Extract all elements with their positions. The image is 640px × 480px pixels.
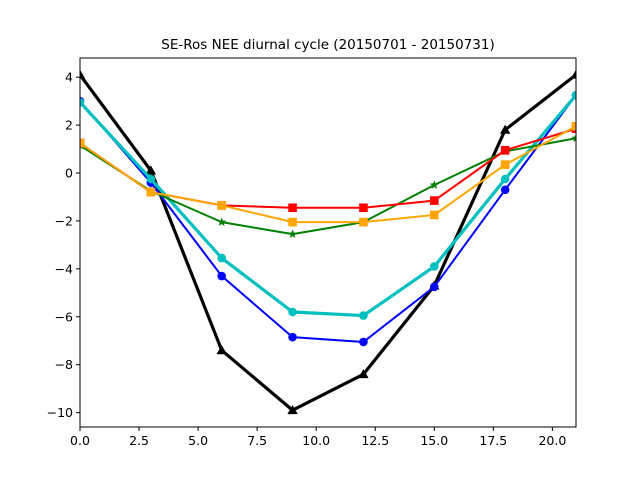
series-1-point: [499, 124, 511, 134]
x-tick-label: 7.5: [247, 433, 267, 448]
series-2-line: [80, 94, 576, 343]
x-tick-label: 0.0: [70, 433, 90, 448]
series-6-point: [217, 201, 227, 210]
y-tick-label: −4: [55, 261, 73, 276]
y-tick-label: −10: [47, 405, 73, 420]
series-3-point: [571, 90, 576, 100]
series-4-line: [80, 137, 576, 236]
series-3-point: [80, 98, 85, 107]
series-3-point: [146, 174, 156, 184]
x-tick-label: 15.0: [420, 433, 448, 448]
series-4-point: [571, 133, 576, 143]
series-6-point: [571, 121, 576, 131]
series-2-point: [500, 185, 510, 195]
y-tick-label: −8: [55, 357, 73, 372]
series-6-point: [500, 160, 510, 169]
series-4-point: [429, 180, 439, 189]
series-6-point: [146, 187, 156, 197]
series-1-line: [80, 73, 576, 412]
series-3: [80, 90, 576, 320]
series-1-point: [216, 345, 227, 355]
x-tick-label: 12.5: [361, 433, 389, 448]
series-6-point: [429, 210, 439, 220]
series-5-point: [359, 203, 368, 213]
series-5-point: [288, 203, 297, 213]
x-tick-label: 17.5: [479, 433, 507, 448]
plot-frame: [79, 57, 577, 428]
y-tick-label: −6: [55, 309, 73, 324]
x-tick-label: 5.0: [188, 433, 208, 448]
series-6: [80, 121, 576, 227]
series-3-point: [217, 253, 227, 263]
series-2-point: [429, 282, 439, 292]
series-1-point: [145, 165, 157, 175]
x-tick-label: 2.5: [129, 433, 149, 448]
series-5-point: [429, 196, 439, 205]
series-6-line: [80, 125, 576, 224]
chart-title: SE-Ros NEE diurnal cycle (20150701 - 201…: [161, 37, 494, 53]
series-6-point: [80, 138, 85, 148]
y-tick-label: 2: [65, 118, 73, 133]
series-1-point: [80, 69, 86, 79]
series-4-point: [288, 229, 298, 238]
series-2-point: [288, 332, 297, 342]
series-5-point: [500, 145, 510, 155]
axes-layer: 0.0 2.5 5.0 7.5 10.0 12.5 15.0 17.5 20.0 4 2 0 −2 −4 −…: [47, 57, 577, 448]
series-4-point: [217, 217, 227, 227]
series-6-point: [288, 217, 297, 227]
x-tick-label: 20.0: [538, 433, 566, 448]
series-2-point: [359, 337, 368, 347]
series-1-point: [570, 69, 576, 79]
series-layer: [80, 69, 576, 415]
y-tick-label: −2: [55, 213, 73, 228]
series-3-point: [359, 311, 368, 320]
series-3-point: [429, 262, 439, 271]
y-tick-label: 0: [65, 166, 73, 181]
series-3-line: [80, 94, 576, 318]
x-tick-label: 10.0: [302, 433, 330, 448]
series-6-point: [359, 217, 368, 227]
series-3-point: [288, 307, 297, 317]
y-tick-label: 4: [65, 70, 73, 85]
series-1-point: [287, 405, 298, 415]
series-1-point: [358, 369, 369, 379]
series-2-point: [217, 271, 227, 281]
series-3-point: [500, 174, 510, 184]
